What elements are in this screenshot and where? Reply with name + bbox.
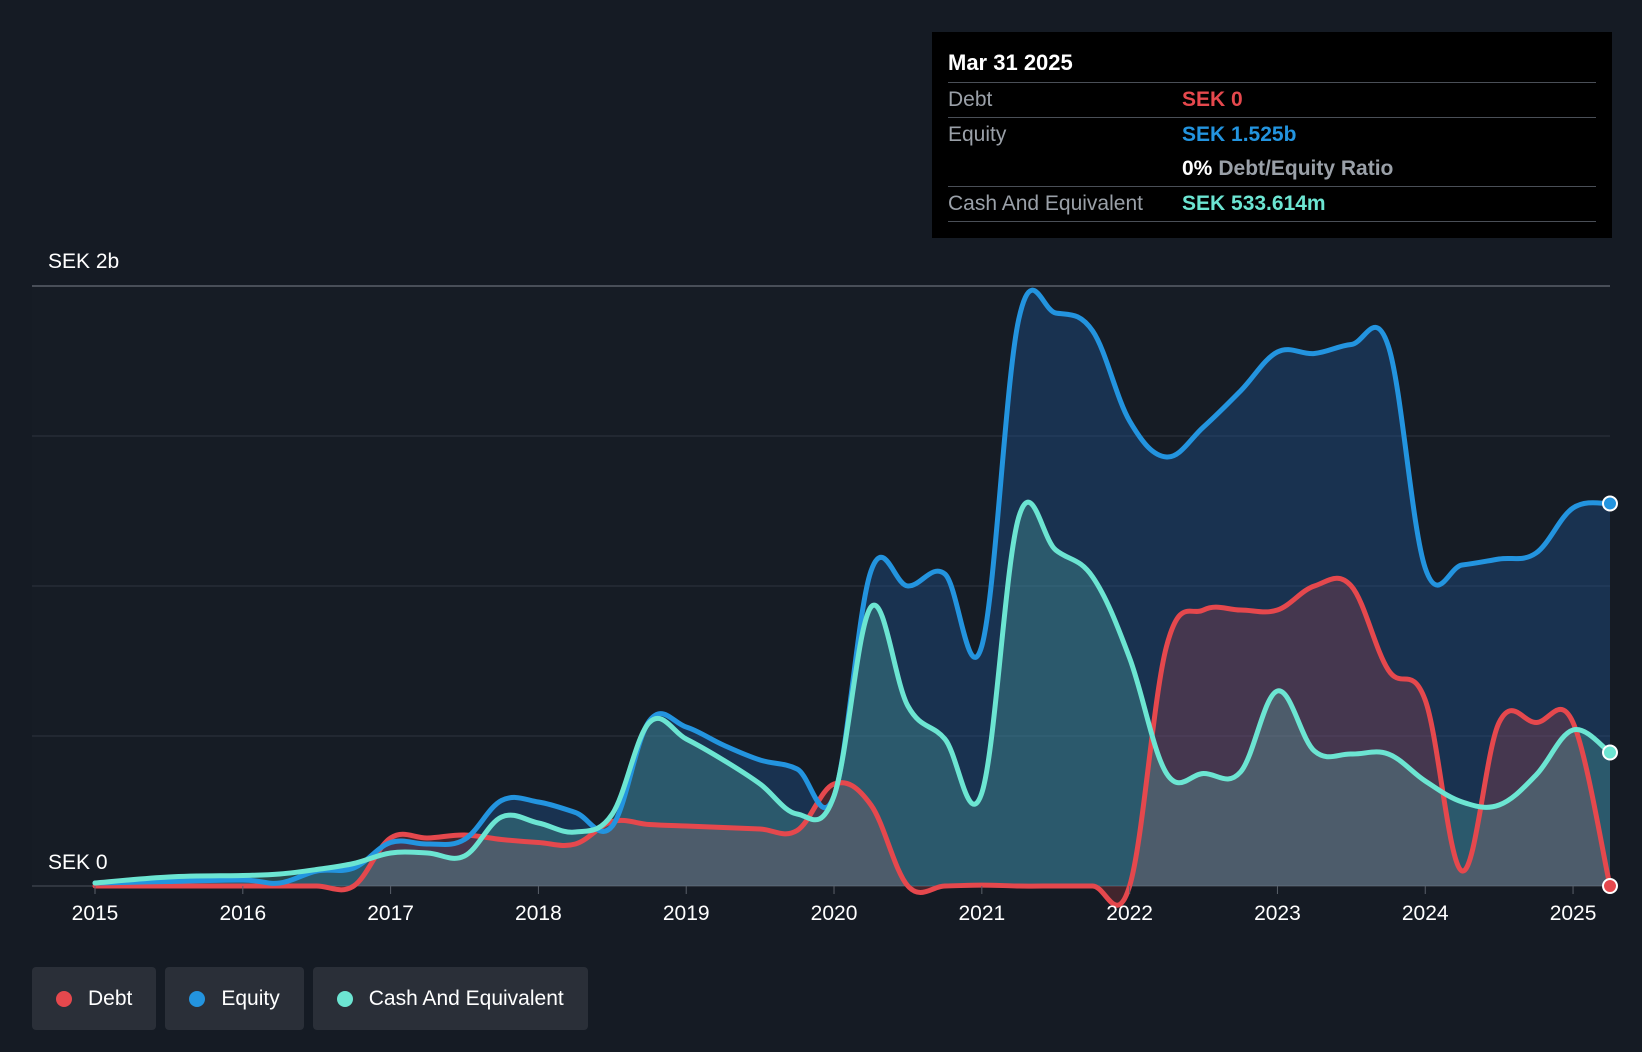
- y-axis-top-label: SEK 2b: [48, 250, 120, 273]
- legend-label-equity: Equity: [221, 986, 280, 1010]
- x-tick-label: 2016: [219, 902, 266, 925]
- x-tick-label: 2017: [367, 902, 414, 925]
- x-tick-label: 2019: [663, 902, 710, 925]
- debt-dot-icon: [56, 990, 72, 1007]
- x-tick-label: 2021: [958, 902, 1005, 925]
- x-tick-label: 2024: [1402, 902, 1449, 925]
- legend-label-debt: Debt: [88, 986, 133, 1010]
- tooltip-cash-value: SEK 533.614m: [1182, 192, 1326, 215]
- tooltip-debt-row: Debt SEK 0: [948, 82, 1596, 117]
- tooltip-equity-value: SEK 1.525b: [1182, 123, 1297, 146]
- x-tick-label: 2025: [1550, 902, 1597, 925]
- x-tick-label: 2023: [1254, 902, 1301, 925]
- legend-label-cash: Cash And Equivalent: [368, 986, 564, 1010]
- cash-line: [92, 499, 1613, 886]
- debt-area: [95, 578, 1610, 906]
- legend-item-cash[interactable]: Cash And Equivalent: [312, 967, 588, 1030]
- series-lines: [92, 287, 1613, 908]
- cash-dot-icon: [336, 990, 353, 1007]
- debt-end-marker: [1602, 878, 1618, 894]
- equity-dot-icon: [189, 990, 206, 1007]
- cash-end-marker: [1602, 744, 1618, 761]
- tooltip-cash-row: Cash And Equivalent SEK 533.614m: [948, 186, 1596, 222]
- x-tick-label: 2022: [1106, 902, 1153, 925]
- x-tick-label: 2015: [72, 902, 119, 925]
- tooltip-equity-label: Equity: [948, 123, 1007, 146]
- x-axis-ticks: 2015 2016 2017 2018 2019 2020 2021 2022 2023 2024…: [72, 886, 1597, 925]
- tooltip-ratio-label: Debt/Equity Ratio: [1218, 157, 1394, 180]
- x-tick-label: 2018: [515, 902, 562, 925]
- end-markers: [1602, 495, 1618, 894]
- tooltip-panel: Mar 31 2025 Debt SEK 0 Equity SEK 1.525b…: [932, 32, 1612, 238]
- equity-line: [92, 287, 1613, 886]
- tooltip-equity-row: Equity SEK 1.525b: [948, 117, 1596, 152]
- tooltip-date: Mar 31 2025: [948, 50, 1073, 75]
- legend: Debt Equity Cash And Equivalent: [32, 967, 588, 1030]
- y-axis-bottom-label: SEK 0: [48, 851, 108, 874]
- tooltip-cash-label: Cash And Equivalent: [948, 192, 1143, 215]
- debt-line: [92, 575, 1613, 908]
- legend-item-equity[interactable]: Equity: [165, 967, 304, 1030]
- equity-end-marker: [1602, 495, 1618, 512]
- tooltip-debt-label: Debt: [948, 88, 993, 111]
- tooltip-ratio-value: 0%: [1182, 157, 1213, 180]
- tooltip-debt-value: SEK 0: [1182, 88, 1243, 111]
- legend-item-debt[interactable]: Debt: [32, 967, 157, 1030]
- tooltip-ratio-row: 0% Debt/Equity Ratio: [948, 152, 1596, 186]
- x-tick-label: 2020: [811, 902, 858, 925]
- tooltip-ratio-spacer: [948, 152, 1182, 186]
- equity-area: [95, 290, 1610, 887]
